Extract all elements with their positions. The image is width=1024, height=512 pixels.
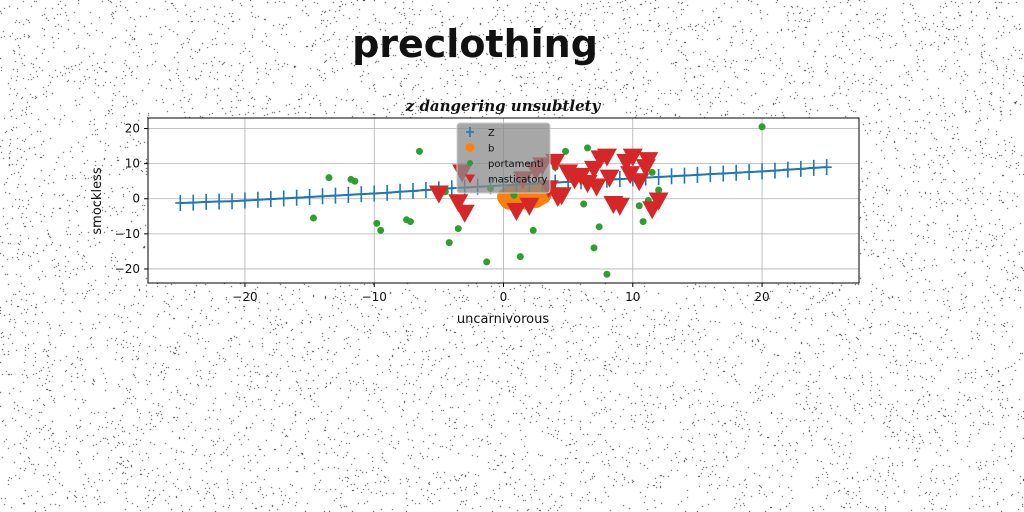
plus-marker <box>692 166 703 183</box>
plus-marker <box>782 161 793 178</box>
y-tick-label: −20 <box>115 262 140 276</box>
point <box>445 239 453 247</box>
point <box>584 144 592 152</box>
plus-marker <box>317 188 328 205</box>
plus-marker <box>769 162 780 179</box>
plus-marker <box>718 165 729 182</box>
point <box>529 226 537 234</box>
point <box>590 244 598 252</box>
x-tick-label: −10 <box>362 290 387 304</box>
plus-marker <box>188 194 199 211</box>
y-tick-label: 20 <box>125 122 140 136</box>
plus-marker <box>395 183 406 200</box>
plus-marker <box>757 163 768 180</box>
plus-marker <box>382 184 393 201</box>
point <box>603 270 611 278</box>
point <box>595 223 603 231</box>
triangle-marker <box>586 178 607 197</box>
triangle-marker <box>648 192 669 211</box>
plus-marker <box>420 181 431 198</box>
legend-label: masticatory <box>488 175 548 186</box>
plus-marker <box>252 191 263 208</box>
triangle-marker <box>448 194 469 213</box>
point <box>454 225 462 233</box>
point <box>373 219 381 227</box>
plus-marker <box>653 168 664 185</box>
plus-marker <box>446 180 457 197</box>
plus-marker <box>356 186 367 203</box>
point <box>415 147 423 155</box>
plus-marker <box>265 191 276 208</box>
plus-marker <box>239 192 250 209</box>
y-tick-label: 0 <box>132 192 140 206</box>
figure-title: preclothing <box>352 22 598 66</box>
triangle-marker <box>620 166 641 185</box>
point <box>325 174 333 182</box>
triangle-marker <box>454 204 475 223</box>
plus-marker <box>795 160 806 177</box>
point <box>635 202 643 210</box>
x-tick-label: 10 <box>625 290 640 304</box>
triangle-marker <box>638 152 659 171</box>
plus-marker <box>666 168 677 185</box>
plus-marker <box>278 190 289 207</box>
legend: Zb portamenti masticatory <box>456 122 551 194</box>
x-tick-label: −20 <box>232 290 257 304</box>
triangle-marker <box>506 203 527 222</box>
point <box>562 147 570 155</box>
plus-marker <box>304 188 315 205</box>
triangle-marker <box>428 185 449 204</box>
chart-title: z dangering unsubtlety <box>405 97 602 115</box>
legend-box <box>456 122 551 194</box>
point <box>648 168 656 176</box>
triangle-marker <box>547 188 568 207</box>
y-axis-label: smockless <box>90 167 105 234</box>
legend-label: portamenti <box>488 159 544 170</box>
plus-marker <box>201 193 212 210</box>
plus-marker <box>821 159 832 176</box>
point <box>309 214 317 222</box>
triangle-marker <box>629 173 650 192</box>
triangle-marker <box>596 148 617 167</box>
triangle-marker <box>622 148 643 167</box>
point <box>655 186 663 194</box>
legend-marker <box>465 174 475 184</box>
plus-marker <box>614 171 625 188</box>
x-tick-label: 20 <box>754 290 769 304</box>
legend-label: b <box>488 144 494 155</box>
point <box>377 226 385 234</box>
plus-marker <box>744 164 755 181</box>
legend-marker <box>467 160 473 166</box>
y-tick-label: 10 <box>125 157 140 171</box>
plus-marker <box>408 183 419 200</box>
plus-marker <box>343 186 354 203</box>
plus-marker <box>214 193 225 210</box>
point <box>758 123 766 131</box>
plus-marker <box>175 194 186 211</box>
point <box>516 253 524 261</box>
plus-marker <box>291 189 302 206</box>
x-tick-label: 0 <box>500 290 508 304</box>
legend-label: Z <box>488 128 495 139</box>
plus-marker <box>330 187 341 204</box>
plus-marker <box>808 159 819 176</box>
x-axis-label: uncarnivorous <box>457 312 549 327</box>
plus-marker <box>369 185 380 202</box>
point <box>580 200 588 208</box>
legend-marker <box>465 143 475 152</box>
point <box>483 258 491 266</box>
legend-marker <box>466 127 474 137</box>
triangle-marker <box>599 169 620 188</box>
plus-marker <box>227 193 238 210</box>
plus-marker <box>705 166 716 183</box>
triangle-marker <box>609 197 630 216</box>
plus-marker <box>731 164 742 181</box>
triangle-marker <box>519 197 540 216</box>
plus-marker <box>679 167 690 184</box>
point <box>639 218 647 226</box>
y-tick-label: −10 <box>115 227 140 241</box>
point <box>351 177 359 185</box>
point <box>406 218 414 226</box>
